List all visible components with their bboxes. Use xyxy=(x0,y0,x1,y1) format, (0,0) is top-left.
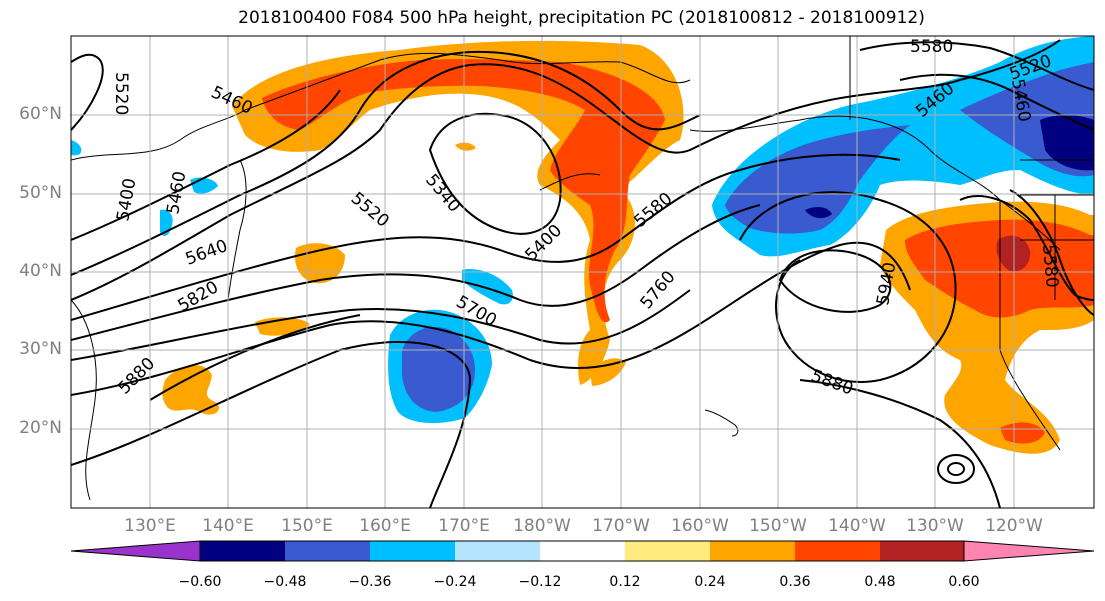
positive-precip-shading xyxy=(162,40,1094,454)
lat-label: 30°N xyxy=(19,339,62,359)
lon-label: 150°E xyxy=(281,516,333,536)
lat-label: 40°N xyxy=(19,261,62,281)
lat-label: 60°N xyxy=(19,104,62,124)
colorbar-segment xyxy=(880,541,964,561)
lon-label: 170°E xyxy=(438,516,490,536)
map-title: 2018100400 F084 500 hPa height, precipit… xyxy=(238,8,925,28)
colorbar-segment xyxy=(455,541,540,561)
map-frame xyxy=(70,35,1095,509)
colorbar-segment xyxy=(200,541,285,561)
colorbar-tick-label: −0.12 xyxy=(518,574,562,590)
lon-label: 160°W xyxy=(671,516,729,536)
colorbar-tick-label: 0.36 xyxy=(779,574,811,590)
colorbar-tick-label: −0.48 xyxy=(263,574,307,590)
colorbar-tick-label: −0.24 xyxy=(433,574,477,590)
colorbar-segment xyxy=(285,541,370,561)
negative-precip-shading xyxy=(71,36,1094,424)
lon-label: 180°W xyxy=(513,516,571,536)
lat-label: 50°N xyxy=(19,183,62,203)
lon-label: 160°E xyxy=(359,516,411,536)
height-contours xyxy=(71,39,1094,508)
contour-label: 5520 xyxy=(111,72,131,115)
colorbar-segment xyxy=(795,541,880,561)
lon-label: 130°E xyxy=(124,516,176,536)
colorbar xyxy=(70,540,1095,562)
lon-label: 140°E xyxy=(202,516,254,536)
colorbar-tick-label: 0.60 xyxy=(948,574,980,590)
colorbar-tick-label: 0.24 xyxy=(694,574,726,590)
lon-label: 140°W xyxy=(828,516,886,536)
colorbar-tick-label: −0.60 xyxy=(178,574,222,590)
lon-label: 130°W xyxy=(906,516,964,536)
colorbar-extend-low xyxy=(70,540,201,562)
colorbar-extend-high xyxy=(963,540,1095,562)
lon-label: 120°W xyxy=(985,516,1043,536)
gridlines xyxy=(71,36,1094,508)
lat-label: 20°N xyxy=(19,418,62,438)
coastlines xyxy=(71,36,1094,501)
colorbar-tick-label: −0.36 xyxy=(348,574,392,590)
contour-label: 5580 xyxy=(1038,244,1062,289)
colorbar-segment xyxy=(710,541,795,561)
lon-label: 170°W xyxy=(592,516,650,536)
colorbar-outline xyxy=(199,540,965,562)
colorbar-tick-label: 0.12 xyxy=(609,574,641,590)
colorbar-tick-label: 0.48 xyxy=(864,574,896,590)
colorbar-segment xyxy=(540,541,625,561)
contour-label: 5580 xyxy=(910,37,953,57)
lon-label: 150°W xyxy=(749,516,807,536)
colorbar-segment xyxy=(370,541,455,561)
colorbar-segment xyxy=(625,541,710,561)
